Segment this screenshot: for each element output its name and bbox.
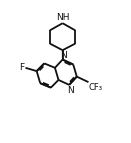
Text: NH: NH [56, 13, 69, 22]
Text: CF₃: CF₃ [89, 83, 103, 92]
Text: F: F [20, 63, 25, 72]
Text: N: N [60, 51, 66, 60]
Text: N: N [67, 86, 74, 95]
